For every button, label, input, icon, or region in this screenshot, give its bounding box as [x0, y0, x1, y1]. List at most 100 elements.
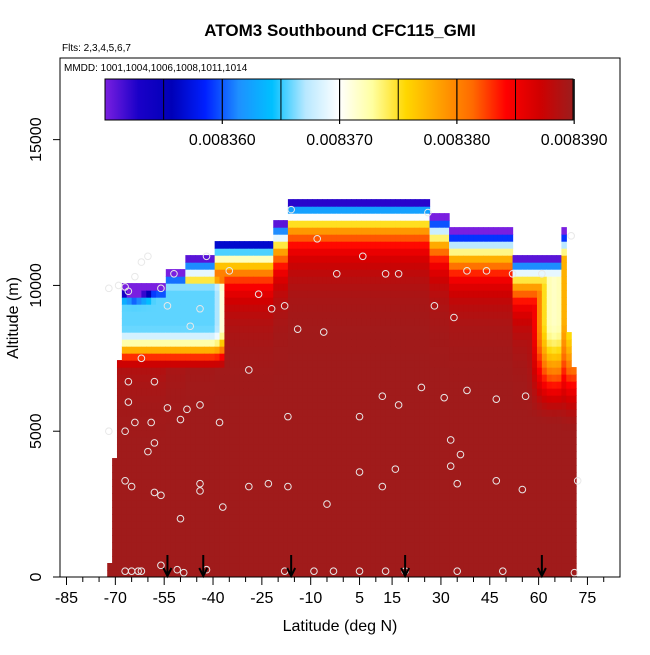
field-cell: [116, 402, 123, 410]
field-cell: [175, 276, 182, 284]
field-cell: [507, 325, 514, 333]
field-cell: [151, 318, 157, 326]
field-cell: [141, 465, 147, 473]
field-cell: [346, 514, 352, 522]
field-cell: [366, 227, 372, 235]
field-cell: [434, 472, 440, 480]
field-cell: [292, 234, 299, 242]
field-cell: [439, 542, 445, 550]
field-cell: [331, 318, 338, 326]
field-cell: [483, 269, 489, 277]
field-cell: [243, 528, 250, 536]
field-cell: [512, 500, 519, 508]
field-cell: [571, 409, 577, 417]
field-cell: [317, 339, 323, 347]
field-cell: [536, 479, 543, 487]
field-cell: [502, 248, 509, 256]
field-cell: [141, 444, 147, 452]
sample-point: [144, 447, 152, 456]
field-cell: [200, 388, 206, 396]
field-cell: [370, 248, 377, 256]
field-cell: [366, 528, 372, 536]
field-cell: [483, 423, 489, 431]
field-cell: [410, 269, 416, 277]
field-cell: [473, 465, 479, 473]
field-cell: [488, 283, 494, 291]
field-cell: [458, 353, 465, 361]
field-cell: [160, 416, 167, 424]
field-cell: [312, 458, 318, 466]
field-cell: [146, 521, 152, 529]
field-cell: [141, 395, 147, 403]
field-cell: [395, 269, 401, 277]
field-cell: [307, 479, 313, 487]
field-cell: [395, 388, 401, 396]
field-cell: [151, 549, 157, 557]
field-cell: [273, 423, 279, 431]
field-cell: [273, 325, 279, 333]
field-cell: [493, 514, 499, 522]
field-cell: [292, 388, 299, 396]
field-cell: [278, 563, 284, 571]
field-cell: [458, 430, 465, 438]
field-cell: [405, 241, 411, 249]
field-cell: [449, 283, 455, 291]
field-cell: [453, 458, 460, 466]
field-cell: [458, 367, 465, 375]
field-cell: [131, 353, 138, 361]
field-cell: [268, 353, 274, 361]
field-cell: [468, 297, 475, 305]
field-cell: [165, 339, 172, 347]
field-cell: [488, 381, 494, 389]
colorbar-tick-label: 0.008360: [189, 132, 256, 149]
field-cell: [302, 514, 309, 522]
field-cell: [370, 493, 377, 501]
field-cell: [424, 346, 431, 354]
field-cell: [414, 556, 421, 564]
field-cell: [302, 409, 309, 417]
field-cell: [243, 381, 250, 389]
field-cell: [385, 402, 392, 410]
field-cell: [405, 234, 411, 242]
field-cell: [312, 563, 318, 571]
field-cell: [287, 479, 294, 487]
field-cell: [331, 206, 338, 214]
field-cell: [268, 514, 274, 522]
field-cell: [209, 402, 216, 410]
field-cell: [405, 339, 411, 347]
field-cell: [370, 374, 377, 382]
field-cell: [312, 255, 318, 263]
field-cell: [488, 486, 494, 494]
field-cell: [146, 297, 152, 305]
field-cell: [546, 444, 553, 452]
field-cell: [527, 381, 533, 389]
field-cell: [283, 276, 289, 284]
field-cell: [536, 388, 543, 396]
field-cell: [131, 451, 138, 459]
field-cell: [322, 563, 328, 571]
field-cell: [268, 472, 274, 480]
field-cell: [317, 297, 323, 305]
field-cell: [424, 451, 431, 459]
field-cell: [126, 472, 133, 480]
field-cell: [302, 549, 309, 557]
field-cell: [527, 430, 533, 438]
field-cell: [517, 528, 523, 536]
field-cell: [146, 570, 152, 577]
sample-point: [150, 439, 159, 447]
field-cell: [209, 500, 216, 508]
field-cell: [302, 283, 309, 291]
sample-point: [183, 405, 191, 414]
field-cell: [136, 395, 142, 403]
field-cell: [175, 346, 182, 354]
field-cell: [307, 556, 313, 564]
field-cell: [302, 241, 309, 249]
field-cell: [263, 402, 269, 410]
field-cell: [302, 563, 309, 571]
field-cell: [536, 374, 543, 382]
field-cell: [473, 570, 479, 577]
field-cell: [307, 248, 313, 256]
field-cell: [239, 332, 245, 340]
field-cell: [463, 381, 470, 389]
field-cell: [312, 423, 318, 431]
